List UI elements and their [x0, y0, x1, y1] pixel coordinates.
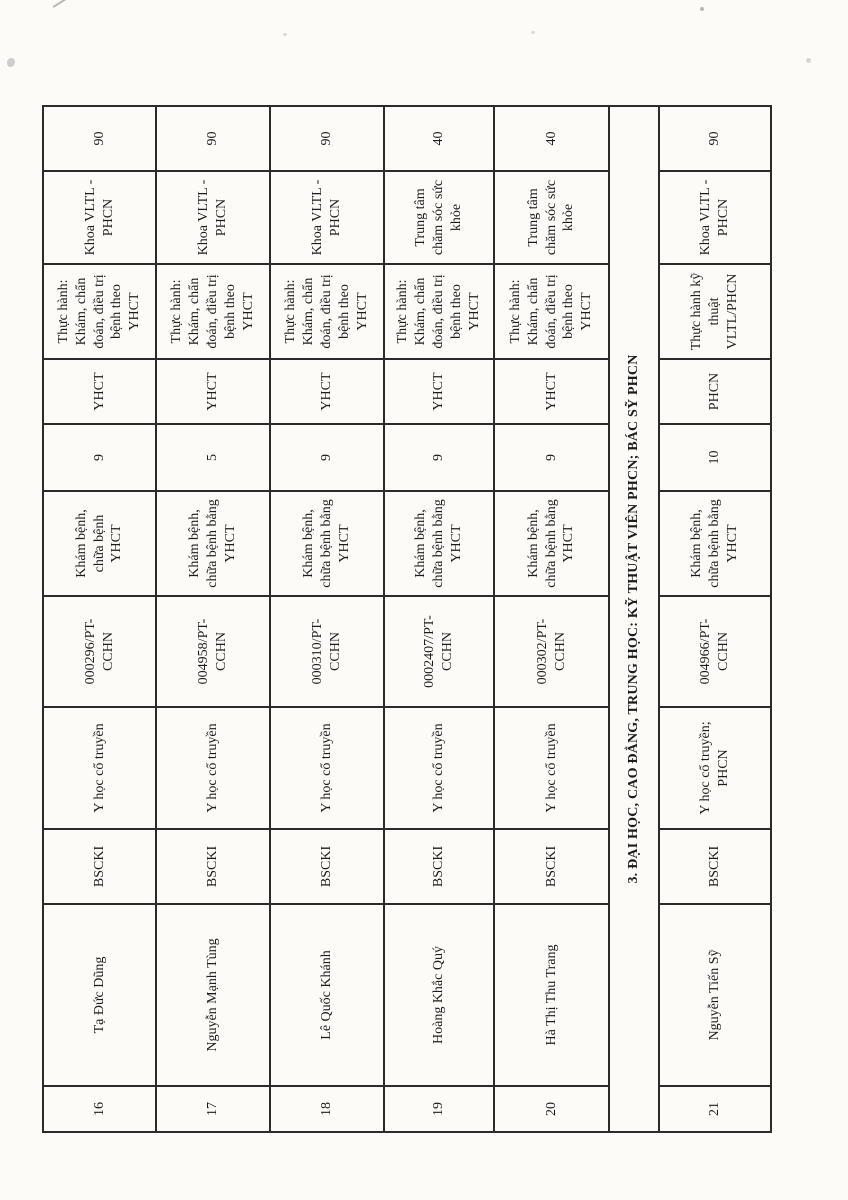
scan-artifact — [7, 58, 15, 67]
cell-stt: 18 — [270, 1086, 384, 1132]
cell-degree: BSCKI — [494, 829, 609, 904]
cell-hours: 90 — [156, 106, 270, 171]
table-row: 21 Nguyễn Tiến Sỹ BSCKI Y học cổ truyền;… — [659, 106, 771, 1132]
cell-stt: 16 — [43, 1086, 156, 1132]
cell-cert-no: 000302/PT-CCHN — [494, 596, 609, 707]
cell-cert-no: 000296/PT-CCHN — [43, 596, 156, 707]
cell-cert-no: 004958/PT-CCHN — [156, 596, 270, 707]
cell-stt: 20 — [494, 1086, 609, 1132]
cell-specialty: Y học cổ truyền — [384, 707, 494, 829]
table-row: 19 Hoàng Khắc Quý BSCKI Y học cổ truyền … — [384, 106, 494, 1132]
cell-task: Thực hành kỹ thuật VLTL/PHCN — [659, 264, 771, 359]
cell-scope: Khám bệnh, chữa bệnh bằng YHCT — [659, 491, 771, 596]
cell-dept: YHCT — [384, 359, 494, 424]
scan-artifact — [700, 7, 704, 11]
cell-location: Khoa VLTL - PHCN — [43, 171, 156, 264]
scan-artifact — [283, 33, 287, 36]
cell-hours: 40 — [494, 106, 609, 171]
scan-artifact — [806, 58, 811, 63]
cell-hours: 90 — [659, 106, 771, 171]
cell-dept: YHCT — [270, 359, 384, 424]
cell-location: Trung tâm chăm sóc sức khỏe — [384, 171, 494, 264]
cell-task: Thực hành: Khám, chẩn đoán, điều trị bện… — [384, 264, 494, 359]
cell-name: Nguyễn Tiến Sỹ — [659, 904, 771, 1086]
cell-location: Khoa VLTL - PHCN — [659, 171, 771, 264]
cell-number: 9 — [270, 424, 384, 491]
cell-number: 10 — [659, 424, 771, 491]
cell-dept: PHCN — [659, 359, 771, 424]
cell-specialty: Y học cổ truyền — [43, 707, 156, 829]
cell-scope: Khám bệnh, chữa bệnh bằng YHCT — [156, 491, 270, 596]
cell-specialty: Y học cổ truyền — [270, 707, 384, 829]
cell-task: Thực hành: Khám, chẩn đoán, điều trị bện… — [494, 264, 609, 359]
cell-hours: 40 — [384, 106, 494, 171]
cell-degree: BSCKI — [384, 829, 494, 904]
table-row: 17 Nguyễn Mạnh Tùng BSCKI Y học cổ truyề… — [156, 106, 270, 1132]
cell-dept: YHCT — [156, 359, 270, 424]
cell-task: Thực hành: Khám, chẩn đoán, điều trị bện… — [270, 264, 384, 359]
cell-degree: BSCKI — [43, 829, 156, 904]
cell-hours: 90 — [270, 106, 384, 171]
cell-number: 5 — [156, 424, 270, 491]
cell-name: Lê Quốc Khánh — [270, 904, 384, 1086]
cell-location: Khoa VLTL - PHCN — [270, 171, 384, 264]
cell-number: 9 — [43, 424, 156, 491]
cell-number: 9 — [384, 424, 494, 491]
cell-degree: BSCKI — [270, 829, 384, 904]
table-row: 20 Hà Thị Thu Trang BSCKI Y học cổ truyề… — [494, 106, 609, 1132]
section-header-row: 3. ĐẠI HỌC, CAO ĐẲNG, TRUNG HỌC: KỸ THUẬ… — [609, 106, 659, 1132]
cell-degree: BSCKI — [156, 829, 270, 904]
rotated-sheet: 16 Tạ Đức Dũng BSCKI Y học cổ truyền 000… — [42, 105, 772, 1133]
cell-name: Tạ Đức Dũng — [43, 904, 156, 1086]
cell-cert-no: 004966/PT-CCHN — [659, 596, 771, 707]
practitioner-table: 16 Tạ Đức Dũng BSCKI Y học cổ truyền 000… — [42, 105, 772, 1133]
cell-specialty: Y học cổ truyền — [156, 707, 270, 829]
cell-cert-no: 0002407/PT-CCHN — [384, 596, 494, 707]
cell-stt: 17 — [156, 1086, 270, 1132]
cell-scope: Khám bệnh, chữa bệnh bằng YHCT — [384, 491, 494, 596]
table-row: 16 Tạ Đức Dũng BSCKI Y học cổ truyền 000… — [43, 106, 156, 1132]
cell-name: Hoàng Khắc Quý — [384, 904, 494, 1086]
cell-name: Nguyễn Mạnh Tùng — [156, 904, 270, 1086]
cell-scope: Khám bệnh, chữa bệnh YHCT — [43, 491, 156, 596]
scan-artifact — [52, 0, 67, 8]
cell-specialty: Y học cổ truyền — [494, 707, 609, 829]
cell-stt: 19 — [384, 1086, 494, 1132]
cell-task: Thực hành: Khám, chẩn đoán, điều trị bện… — [43, 264, 156, 359]
cell-specialty: Y học cổ truyền; PHCN — [659, 707, 771, 829]
cell-stt: 21 — [659, 1086, 771, 1132]
cell-dept: YHCT — [494, 359, 609, 424]
cell-degree: BSCKI — [659, 829, 771, 904]
cell-dept: YHCT — [43, 359, 156, 424]
cell-scope: Khám bệnh, chữa bệnh bằng YHCT — [494, 491, 609, 596]
cell-location: Trung tâm chăm sóc sức khỏe — [494, 171, 609, 264]
section-header: 3. ĐẠI HỌC, CAO ĐẲNG, TRUNG HỌC: KỸ THUẬ… — [609, 106, 659, 1132]
cell-hours: 90 — [43, 106, 156, 171]
table-row: 18 Lê Quốc Khánh BSCKI Y học cổ truyền 0… — [270, 106, 384, 1132]
scan-artifact — [531, 31, 535, 34]
cell-location: Khoa VLTL - PHCN — [156, 171, 270, 264]
cell-name: Hà Thị Thu Trang — [494, 904, 609, 1086]
cell-number: 9 — [494, 424, 609, 491]
cell-cert-no: 000310/PT-CCHN — [270, 596, 384, 707]
cell-task: Thực hành: Khám, chẩn đoán, điều trị bện… — [156, 264, 270, 359]
cell-scope: Khám bệnh, chữa bệnh bằng YHCT — [270, 491, 384, 596]
